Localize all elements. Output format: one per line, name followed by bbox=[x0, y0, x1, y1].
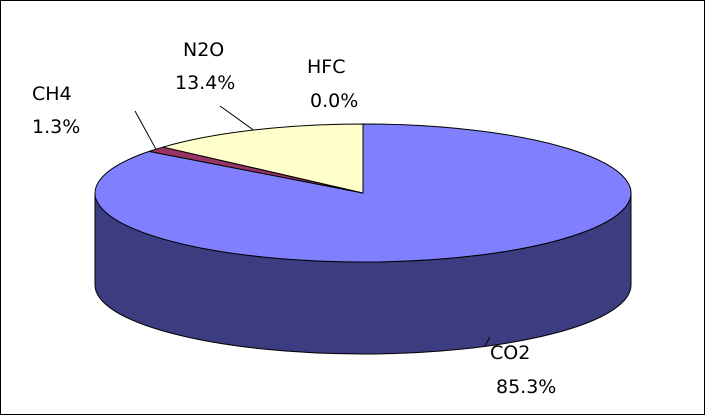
leader-line-n2o bbox=[219, 105, 254, 131]
slice-label-ch4-name: CH4 bbox=[32, 83, 72, 105]
leader-line-ch4 bbox=[134, 110, 157, 150]
leader-lines bbox=[134, 105, 491, 347]
pie-slice-n2o bbox=[162, 123, 364, 194]
slice-label-hfc-value: 0.0% bbox=[310, 90, 358, 112]
slice-label-n2o-name: N2O bbox=[183, 39, 224, 61]
slice-label-co2-value: 85.3% bbox=[496, 376, 556, 398]
slice-label-ch4-value: 1.3% bbox=[32, 116, 80, 138]
pie-tops bbox=[94, 123, 632, 263]
slice-label-hfc-name: HFC bbox=[307, 56, 345, 78]
slice-label-co2-name: CO2 bbox=[490, 342, 530, 364]
slice-label-n2o-value: 13.4% bbox=[175, 72, 235, 94]
leader-line-co2 bbox=[484, 336, 491, 347]
